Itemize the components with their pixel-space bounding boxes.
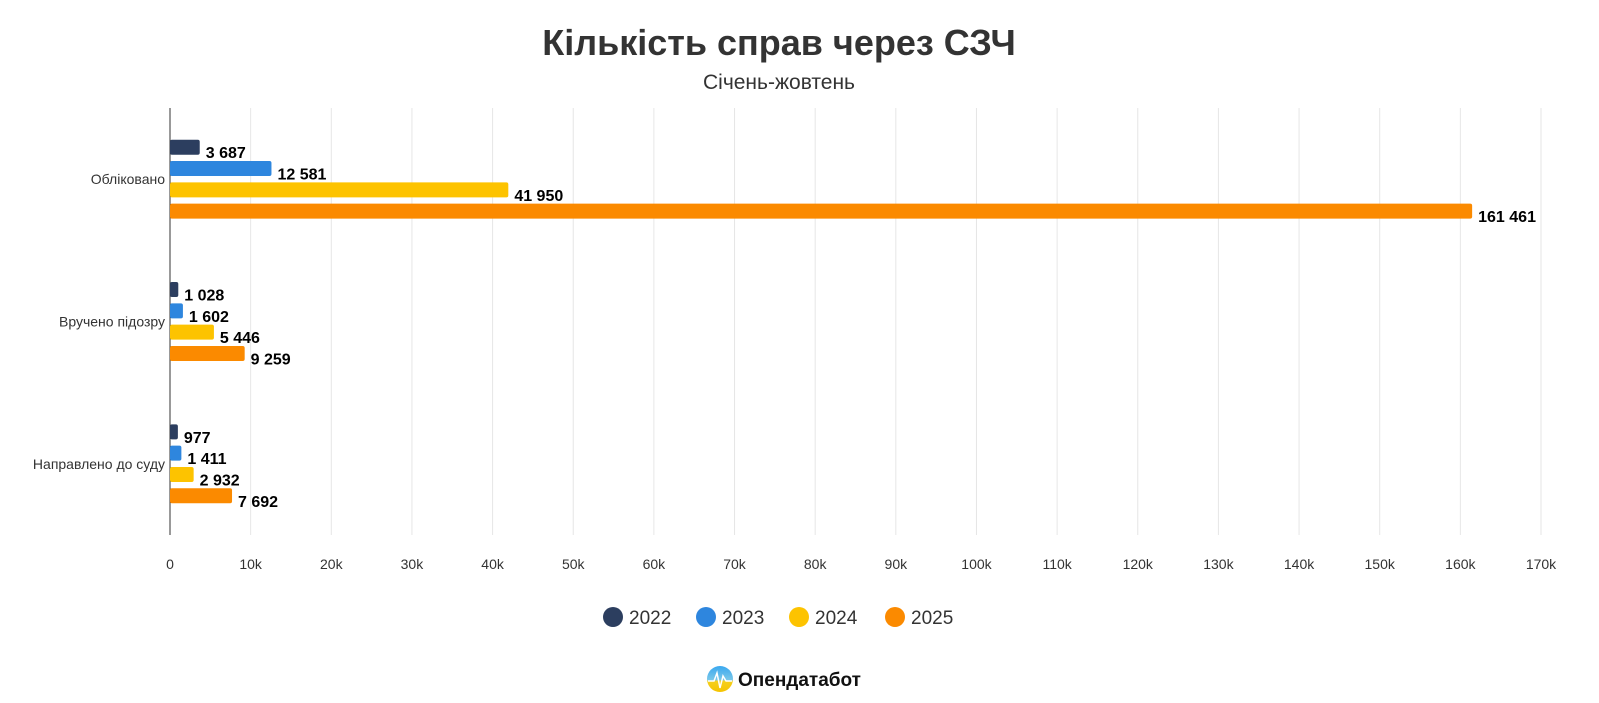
pulse-line-icon — [708, 670, 732, 689]
legend-label: 2024 — [815, 608, 858, 629]
category-label: Обліковано — [91, 171, 165, 187]
x-tick-label: 80k — [804, 556, 828, 572]
data-label: 9 259 — [251, 351, 291, 368]
x-tick-label: 60k — [643, 556, 667, 572]
x-tick-label: 30k — [401, 556, 425, 572]
legend-marker — [696, 607, 716, 627]
data-label: 2 932 — [200, 472, 240, 489]
data-label: 1 411 — [187, 451, 226, 468]
data-label: 1 028 — [184, 288, 224, 305]
x-tick-label: 40k — [481, 556, 505, 572]
brand-name: Опендатабот — [738, 670, 861, 691]
bar-2024 — [170, 324, 214, 340]
data-label: 977 — [184, 430, 211, 447]
legend-label: 2022 — [629, 608, 671, 629]
bar-2022 — [170, 282, 179, 298]
bar-2023 — [170, 445, 182, 461]
legend-marker — [885, 607, 905, 627]
bar-2023 — [170, 303, 183, 319]
x-tick-label: 50k — [562, 556, 586, 572]
x-tick-label: 20k — [320, 556, 344, 572]
chart-title: Кількість справ через СЗЧ — [542, 22, 1016, 63]
legend-item-2023[interactable]: 2023 — [696, 607, 764, 629]
data-label: 3 687 — [206, 145, 246, 162]
bar-2025 — [170, 488, 233, 504]
data-label: 1 602 — [189, 309, 229, 326]
legend-label: 2023 — [722, 608, 764, 629]
x-tick-label: 110k — [1042, 556, 1072, 572]
data-label: 161 461 — [1478, 209, 1536, 226]
legend-marker — [603, 607, 623, 627]
x-tick-label: 170k — [1526, 556, 1557, 572]
x-tick-label: 90k — [885, 556, 909, 572]
legend-label: 2025 — [911, 608, 953, 629]
bar-2022 — [170, 424, 178, 440]
brand-logo: Опендатабот — [707, 666, 861, 692]
x-tick-label: 10k — [239, 556, 263, 572]
bar-2024 — [170, 182, 509, 198]
x-tick-label: 130k — [1203, 556, 1234, 572]
legend-item-2024[interactable]: 2024 — [789, 607, 858, 629]
brand-logo-icon — [707, 666, 733, 692]
legend-marker — [789, 607, 809, 627]
category-label: Вручено підозру — [59, 314, 165, 330]
x-tick-label: 140k — [1284, 556, 1315, 572]
data-label: 41 950 — [514, 188, 563, 205]
x-tick-label: 100k — [961, 556, 992, 572]
x-tick-label: 120k — [1123, 556, 1154, 572]
x-tick-label: 70k — [723, 556, 747, 572]
data-label: 12 581 — [277, 167, 326, 184]
bar-2024 — [170, 466, 194, 482]
chart-subtitle: Січень-жовтень — [703, 71, 855, 94]
x-tick-label: 150k — [1365, 556, 1396, 572]
bar-2025 — [170, 345, 245, 361]
bar-2023 — [170, 161, 272, 177]
x-tick-label: 160k — [1445, 556, 1476, 572]
data-label: 5 446 — [220, 330, 260, 347]
legend-item-2022[interactable]: 2022 — [603, 607, 671, 629]
bar-2025 — [170, 203, 1473, 219]
legend-item-2025[interactable]: 2025 — [885, 607, 953, 629]
data-label: 7 692 — [238, 494, 278, 511]
x-tick-label: 0 — [166, 556, 174, 572]
category-label: Направлено до суду — [33, 456, 165, 472]
bar-2022 — [170, 139, 200, 155]
